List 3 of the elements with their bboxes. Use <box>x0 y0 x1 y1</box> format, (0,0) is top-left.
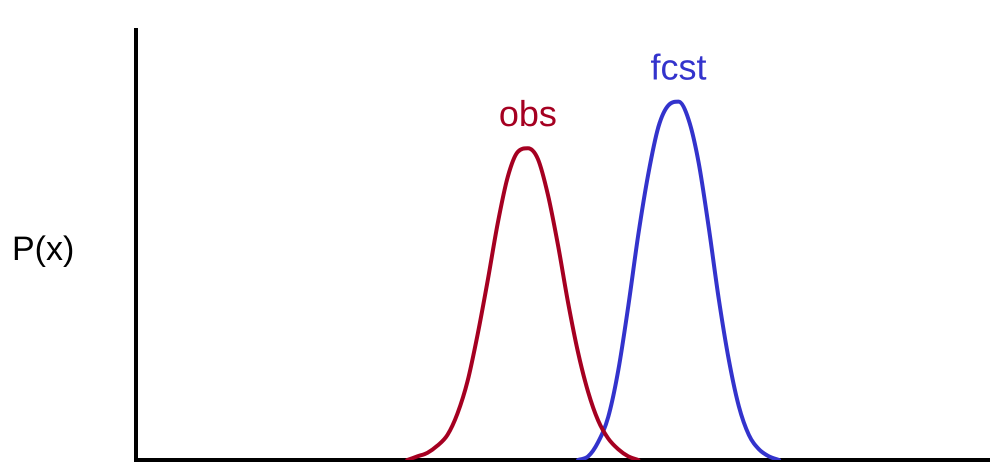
series-label: fcst <box>650 46 707 88</box>
series-label: obs <box>498 93 557 134</box>
y-axis-title: P(x) <box>12 230 74 269</box>
